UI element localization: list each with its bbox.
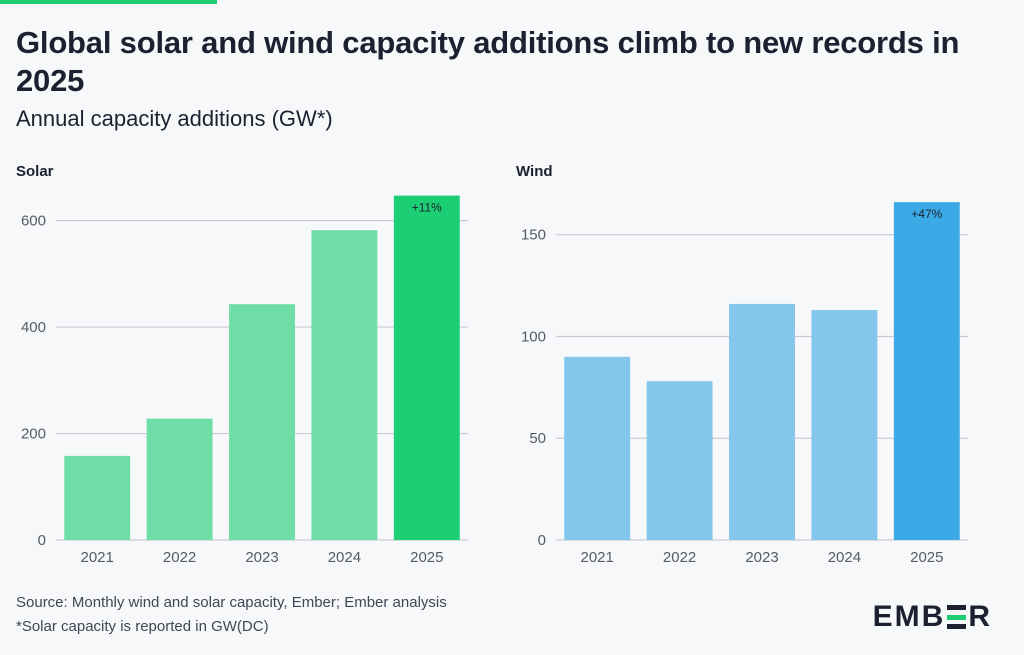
solar-bar-2021 — [64, 455, 131, 540]
solar-y-tick-label: 0 — [38, 532, 46, 549]
wind-x-tick-label: 2025 — [910, 549, 943, 566]
solar-chart-title: Solar — [16, 163, 54, 180]
solar-y-tick-label: 200 — [21, 426, 46, 443]
wind-y-tick-label: 150 — [521, 227, 546, 244]
wind-growth-annotation: +47% — [911, 207, 942, 221]
wind-bar-2025 — [893, 202, 960, 540]
solar-x-tick-label: 2025 — [410, 549, 443, 566]
ember-logo: EMB R — [873, 600, 992, 634]
logo-e-accent — [947, 614, 967, 620]
page-subtitle: Annual capacity additions (GW*) — [16, 106, 333, 131]
solar-bar-2022 — [146, 418, 213, 540]
wind-x-tick-label: 2023 — [745, 549, 778, 566]
solar-bar-2023 — [229, 304, 295, 540]
solar-x-tick-label: 2021 — [81, 549, 114, 566]
solar-x-tick-label: 2024 — [328, 549, 361, 566]
wind-bar-2022 — [646, 381, 713, 540]
wind-bar-2023 — [729, 303, 795, 540]
wind-chart-title: Wind — [516, 163, 553, 180]
page-title: Global solar and wind capacity additions… — [16, 25, 960, 98]
wind-y-tick-label: 0 — [538, 532, 546, 549]
footnote: *Solar capacity is reported in GW(DC) — [16, 618, 269, 635]
wind-chart: Wind 0 50 100 150 2021 2022 2023 2024 2025 +47% — [516, 163, 968, 566]
wind-y-tick-label: 100 — [521, 328, 546, 345]
wind-y-tick-label: 50 — [529, 430, 546, 447]
wind-bar-2021 — [564, 356, 631, 540]
logo-e-glyph — [947, 605, 967, 629]
solar-x-tick-label: 2022 — [163, 549, 196, 566]
top-accent-bar — [0, 0, 217, 4]
source-note: Source: Monthly wind and solar capacity,… — [16, 594, 447, 611]
logo-text-left: EMB — [872, 600, 946, 633]
solar-bar-2025 — [393, 195, 460, 540]
solar-growth-annotation: +11% — [412, 201, 442, 215]
wind-x-tick-label: 2024 — [828, 549, 861, 566]
solar-y-tick-label: 600 — [21, 213, 46, 230]
wind-bar-2024 — [811, 310, 878, 540]
solar-y-tick-label: 400 — [21, 319, 46, 336]
logo-text-right: R — [968, 600, 992, 633]
solar-bar-2024 — [311, 230, 378, 540]
solar-x-tick-label: 2023 — [245, 549, 278, 566]
wind-x-tick-label: 2022 — [663, 549, 696, 566]
wind-x-tick-label: 2021 — [581, 549, 614, 566]
solar-chart: Solar 0 200 400 600 2021 2022 2023 2024 2025 +11% — [16, 163, 468, 566]
